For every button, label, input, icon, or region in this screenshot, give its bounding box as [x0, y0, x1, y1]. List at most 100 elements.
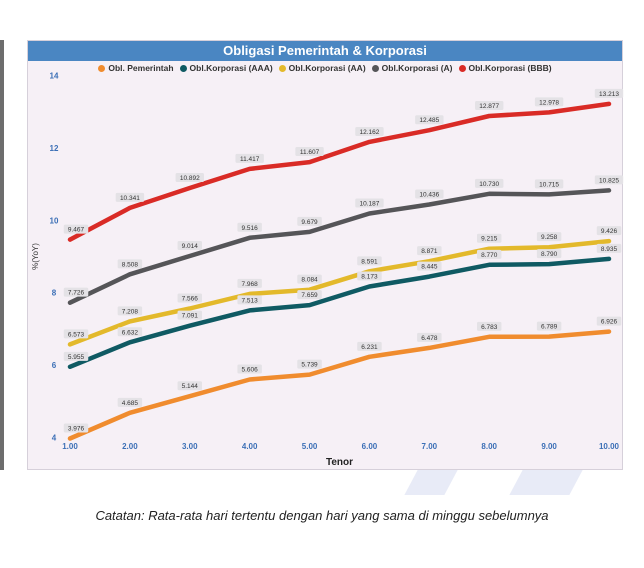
- data-label-box: [596, 226, 622, 236]
- data-label: 12.485: [419, 117, 439, 124]
- data-label-box: [63, 423, 89, 433]
- data-label-box: [476, 249, 502, 259]
- data-label-box: [237, 364, 262, 374]
- x-tick-label: 10.00: [599, 442, 620, 451]
- data-label: 12.877: [479, 103, 499, 110]
- x-axis-label: Tenor: [326, 457, 353, 468]
- data-label-box: [117, 259, 143, 269]
- data-label: 6.926: [601, 319, 618, 326]
- data-label-box: [596, 243, 622, 253]
- chart-title: Obligasi Pemerintah & Korporasi: [28, 41, 622, 61]
- data-label: 5.144: [182, 383, 199, 390]
- y-tick-label: 10: [50, 216, 59, 225]
- x-tick-label: 9.00: [541, 442, 557, 451]
- data-label-box: [297, 359, 322, 369]
- data-label: 10.730: [479, 181, 499, 188]
- data-label-box: [476, 233, 502, 243]
- data-label: 10.187: [359, 200, 379, 207]
- data-label: 5.606: [242, 366, 259, 373]
- legend-label: Obl.Korporasi (A): [381, 63, 453, 73]
- series-line: [67, 101, 612, 242]
- data-label-box: [357, 271, 382, 281]
- data-label-box: [177, 310, 203, 320]
- data-label-box: [117, 397, 143, 407]
- data-label-box: [175, 172, 204, 182]
- data-label: 12.162: [359, 129, 379, 136]
- data-label-box: [355, 126, 384, 136]
- data-label-box: [534, 179, 564, 189]
- data-label: 7.513: [242, 297, 259, 304]
- data-label: 7.968: [242, 281, 259, 288]
- legend-marker: [458, 65, 466, 72]
- x-tick-label: 3.00: [182, 442, 198, 451]
- data-label-box: [536, 321, 562, 331]
- legend-marker: [371, 65, 379, 72]
- data-label: 9.679: [301, 219, 318, 226]
- data-label: 7.566: [182, 295, 199, 302]
- series-line: [67, 329, 612, 441]
- data-label-box: [594, 175, 624, 185]
- x-tick-label: 8.00: [481, 442, 497, 451]
- data-label-box: [63, 224, 89, 234]
- data-label: 9.467: [68, 227, 85, 234]
- chart-legend: Obl. Pemerintah Obl.Korporasi (AAA) Obl.Ko…: [28, 63, 622, 73]
- x-tick-label: 6.00: [362, 442, 378, 451]
- y-tick-label: 14: [50, 71, 59, 80]
- data-label-box: [536, 232, 562, 242]
- data-label-box: [235, 153, 264, 163]
- data-label-box: [63, 329, 89, 339]
- legend-item: Obl.Korporasi (AAA): [179, 63, 273, 73]
- data-label: 8.871: [421, 248, 438, 255]
- data-label: 10.892: [180, 175, 200, 182]
- data-label: 11.417: [240, 156, 260, 163]
- data-label-box: [417, 246, 442, 256]
- data-label-box: [357, 341, 382, 351]
- data-label: 6.632: [122, 329, 139, 336]
- data-label: 4.685: [122, 400, 139, 407]
- data-label: 10.825: [599, 177, 619, 184]
- legend-label: Obl.Korporasi (BBB): [468, 63, 552, 73]
- legend-label: Obl. Pemerintah: [108, 63, 174, 73]
- data-label-box: [117, 327, 143, 337]
- data-label-box: [355, 198, 384, 208]
- data-label-box: [237, 278, 262, 288]
- x-tick-label: 4.00: [242, 442, 258, 451]
- data-label-box: [117, 306, 143, 316]
- footnote: Catatan: Rata-rata hari tertentu dengan …: [95, 508, 549, 523]
- data-label: 8.770: [481, 252, 498, 259]
- data-label-box: [115, 192, 145, 202]
- y-tick-label: 12: [50, 144, 59, 153]
- data-label-box: [415, 115, 444, 125]
- data-label-box: [536, 249, 562, 259]
- data-label: 6.789: [541, 324, 558, 331]
- x-tick-label: 7.00: [422, 442, 438, 451]
- legend-label: Obl.Korporasi (AA): [288, 63, 366, 73]
- legend-item: Obl.Korporasi (AA): [278, 63, 366, 73]
- data-label-box: [295, 147, 324, 157]
- x-tick-label: 1.00: [62, 442, 78, 451]
- data-label: 7.208: [122, 308, 139, 315]
- data-label-box: [476, 321, 502, 331]
- data-label: 9.516: [242, 225, 259, 232]
- left-accent-bar: [0, 40, 4, 470]
- legend-item: Obl.Korporasi (BBB): [458, 63, 552, 73]
- data-label-box: [357, 256, 382, 266]
- data-label: 11.607: [300, 149, 320, 156]
- data-label-box: [237, 295, 262, 305]
- data-label: 8.790: [541, 251, 558, 258]
- data-label-box: [415, 189, 444, 199]
- x-tick-label: 2.00: [122, 442, 138, 451]
- data-label: 8.173: [361, 273, 378, 280]
- series-line: [67, 238, 612, 347]
- data-label: 10.436: [419, 191, 439, 198]
- x-tick-label: 5.00: [302, 442, 318, 451]
- data-label-box: [417, 332, 442, 342]
- data-label-box: [177, 381, 203, 391]
- data-label-box: [63, 287, 89, 297]
- data-label-box: [63, 351, 89, 361]
- data-label-box: [297, 290, 322, 300]
- data-label-box: [417, 261, 442, 271]
- data-label-box: [297, 274, 322, 284]
- data-label-box: [237, 222, 262, 232]
- legend-marker: [98, 65, 106, 72]
